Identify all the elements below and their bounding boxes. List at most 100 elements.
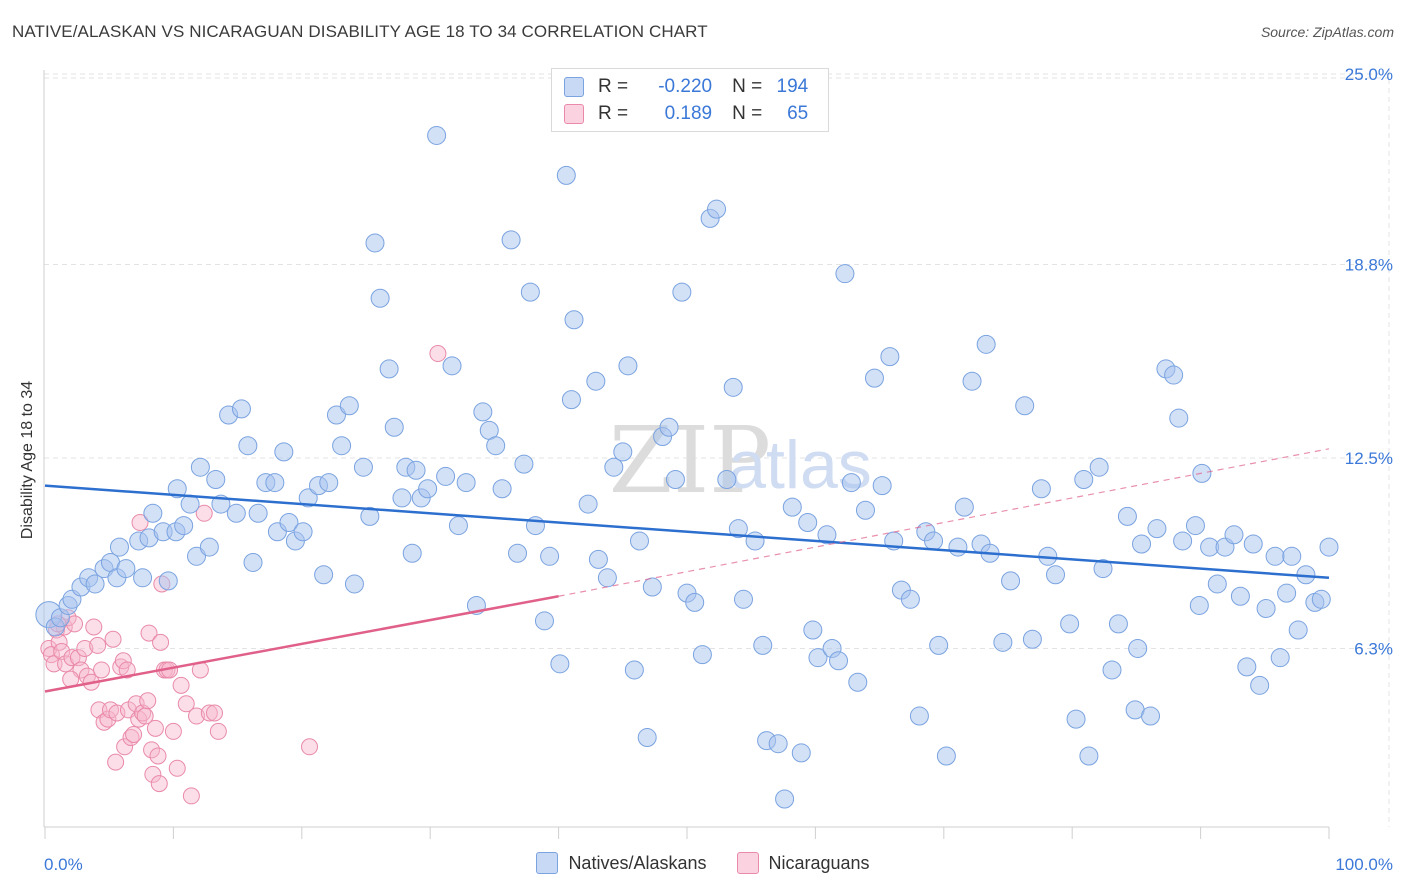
native-alaskan-point bbox=[406, 460, 426, 480]
nicaraguan-point bbox=[182, 787, 200, 805]
native-alaskan-point bbox=[855, 500, 875, 520]
legend-row-natives: R = -0.220 N = 194 bbox=[564, 76, 808, 98]
native-alaskan-point bbox=[1046, 565, 1066, 585]
native-alaskan-point bbox=[1185, 516, 1205, 536]
native-alaskan-point bbox=[199, 537, 219, 557]
native-alaskan-point bbox=[116, 559, 136, 579]
native-alaskan-point bbox=[442, 356, 462, 376]
native-alaskan-point bbox=[672, 282, 692, 302]
legend-n-value: 65 bbox=[787, 103, 809, 124]
legend-swatch-pink bbox=[564, 104, 584, 124]
native-alaskan-point bbox=[339, 396, 359, 416]
native-alaskan-point bbox=[578, 494, 598, 514]
native-alaskan-point bbox=[1022, 629, 1042, 649]
native-alaskan-point bbox=[948, 537, 968, 557]
native-alaskan-point bbox=[962, 371, 982, 391]
native-alaskan-point bbox=[1169, 408, 1189, 428]
native-alaskan-point bbox=[332, 436, 352, 456]
native-alaskan-point bbox=[456, 473, 476, 493]
native-alaskan-point bbox=[379, 359, 399, 379]
y-tick-label: 12.5% bbox=[1345, 449, 1393, 468]
nicaraguan-point bbox=[107, 753, 125, 771]
legend-swatch-blue bbox=[564, 77, 584, 97]
native-alaskan-point bbox=[133, 568, 153, 588]
native-alaskan-point bbox=[365, 233, 385, 253]
native-alaskan-point bbox=[685, 592, 705, 612]
nicaraguans-trend-line bbox=[44, 595, 559, 693]
native-alaskan-point bbox=[298, 488, 318, 508]
nicaraguan-point bbox=[118, 661, 136, 679]
native-alaskan-point bbox=[418, 479, 438, 499]
native-alaskan-point bbox=[692, 645, 712, 665]
native-alaskan-point bbox=[427, 125, 447, 145]
native-alaskan-point bbox=[1265, 546, 1285, 566]
nicaraguan-point bbox=[146, 719, 164, 737]
legend-item-natives: Natives/Alaskans bbox=[536, 852, 707, 874]
nicaraguan-point bbox=[209, 722, 227, 740]
native-alaskan-point bbox=[501, 230, 521, 250]
native-alaskan-point bbox=[206, 470, 226, 490]
nicaraguan-point bbox=[200, 704, 218, 722]
native-alaskan-point bbox=[642, 577, 662, 597]
native-alaskan-point bbox=[238, 436, 258, 456]
native-alaskan-point bbox=[274, 442, 294, 462]
native-alaskan-point bbox=[745, 531, 765, 551]
native-alaskan-point bbox=[1224, 525, 1244, 545]
legend-label: Nicaraguans bbox=[768, 852, 870, 873]
native-alaskan-point bbox=[384, 417, 404, 437]
native-alaskan-point bbox=[448, 516, 468, 536]
nicaraguan-point bbox=[85, 618, 103, 636]
native-alaskan-point bbox=[707, 199, 727, 219]
native-alaskan-point bbox=[1093, 559, 1113, 579]
native-alaskan-point bbox=[1243, 534, 1263, 554]
native-alaskan-point bbox=[753, 635, 773, 655]
legend-label: Natives/Alaskans bbox=[568, 852, 707, 873]
native-alaskan-point bbox=[848, 672, 868, 692]
nicaraguan-point bbox=[149, 747, 167, 765]
native-alaskan-point bbox=[402, 543, 422, 563]
native-alaskan-point bbox=[659, 417, 679, 437]
legend-n-label: N = bbox=[732, 76, 763, 97]
native-alaskan-point bbox=[1319, 537, 1339, 557]
legend-swatch-blue bbox=[536, 852, 559, 874]
natives-alaskans-points bbox=[35, 125, 1339, 809]
watermark: ZIP atlas bbox=[609, 407, 872, 514]
native-alaskan-point bbox=[586, 371, 606, 391]
nicaraguan-point bbox=[89, 636, 107, 654]
nicaraguans-points bbox=[40, 345, 447, 805]
native-alaskan-point bbox=[174, 516, 194, 536]
y-tick-label: 25.0% bbox=[1345, 65, 1393, 84]
native-alaskan-point bbox=[436, 466, 456, 486]
native-alaskan-point bbox=[1270, 648, 1290, 668]
nicaraguan-point bbox=[104, 630, 122, 648]
nicaraguan-point bbox=[63, 649, 81, 667]
native-alaskan-point bbox=[243, 552, 263, 572]
nicaraguan-point bbox=[188, 707, 206, 725]
legend-n-value: 194 bbox=[776, 76, 809, 97]
native-alaskan-point bbox=[1237, 657, 1257, 677]
nicaraguan-point bbox=[168, 759, 186, 777]
legend-r-label: R = bbox=[598, 76, 629, 97]
axes bbox=[43, 70, 1330, 839]
native-alaskan-point bbox=[1207, 574, 1227, 594]
native-alaskan-point bbox=[564, 310, 584, 330]
native-alaskan-point bbox=[1102, 660, 1122, 680]
native-alaskan-point bbox=[604, 457, 624, 477]
nicaraguan-point bbox=[76, 639, 94, 657]
native-alaskan-point bbox=[588, 549, 608, 569]
native-alaskan-point bbox=[534, 611, 554, 631]
nicaraguan-point bbox=[92, 661, 110, 679]
native-alaskan-point bbox=[326, 405, 346, 425]
native-alaskan-point bbox=[550, 654, 570, 674]
legend-r-value: 0.189 bbox=[664, 103, 713, 124]
native-alaskan-point bbox=[618, 356, 638, 376]
native-alaskan-point bbox=[728, 519, 748, 539]
nicaraguan-point bbox=[122, 729, 140, 747]
nicaraguan-point bbox=[164, 722, 182, 740]
native-alaskan-point bbox=[1079, 746, 1099, 766]
native-alaskan-point bbox=[231, 399, 251, 419]
native-alaskan-point bbox=[613, 442, 633, 462]
native-alaskan-point bbox=[775, 789, 795, 809]
nicaraguan-point bbox=[177, 695, 195, 713]
native-alaskan-point bbox=[1250, 675, 1270, 695]
